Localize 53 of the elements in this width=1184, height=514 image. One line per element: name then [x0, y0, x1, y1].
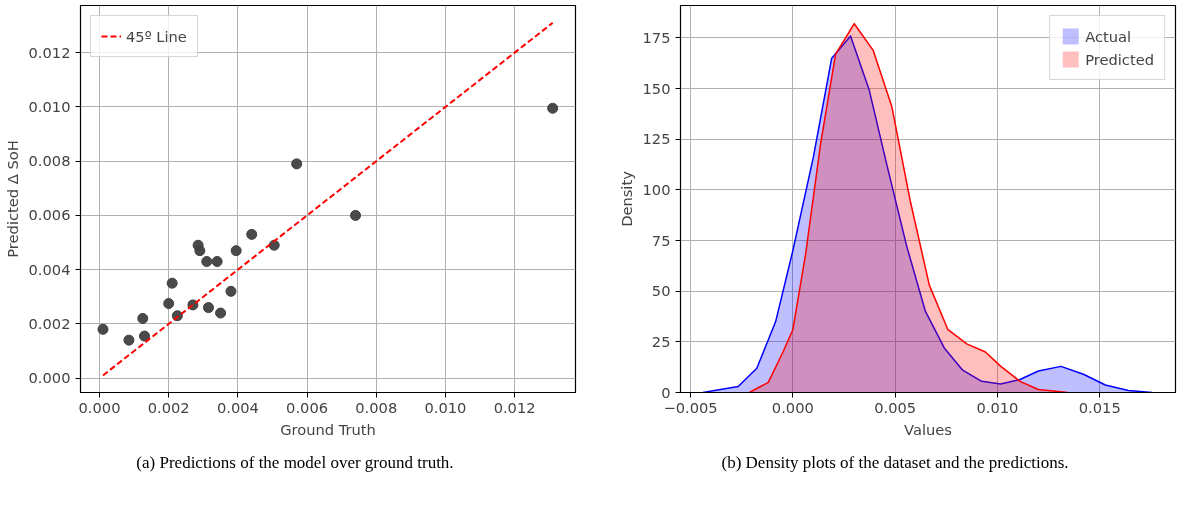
x-tick-label: −0.005 [663, 398, 718, 416]
point [163, 298, 175, 310]
point [97, 323, 109, 335]
x-tick-label: 0.015 [1078, 398, 1121, 416]
x-axis-title: Ground Truth [280, 420, 376, 438]
y-tick-label: 50 [651, 282, 671, 300]
x-tick-label: 0.000 [78, 398, 121, 416]
point [201, 256, 213, 267]
x-tick-label: 0.002 [147, 398, 190, 416]
point [123, 334, 135, 346]
x-tick-label: 0.006 [286, 398, 329, 416]
legend-label: Predicted [1085, 50, 1154, 68]
point [166, 277, 178, 289]
point [137, 312, 149, 324]
y-tick-label: 0.002 [28, 314, 71, 332]
x-tick-label: 0.000 [771, 398, 814, 416]
x-tick-label: 0.010 [976, 398, 1019, 416]
y-tick-label: 0.012 [28, 43, 71, 61]
y-tick-label: 0.006 [28, 206, 71, 224]
point [194, 245, 206, 257]
point [291, 158, 303, 170]
y-axis-title: Density [617, 170, 635, 227]
x-tick-label: 0.005 [874, 398, 917, 416]
y-tick-label: 0 [661, 383, 671, 401]
x-axis-title: Values [904, 420, 952, 438]
y-tick-label: 125 [642, 130, 671, 148]
y-tick-label: 25 [651, 332, 671, 350]
point [246, 228, 258, 240]
y-tick-label: 0.008 [28, 152, 71, 170]
y-tick-label: 0.004 [28, 260, 71, 278]
y-tick-label: 0.010 [28, 97, 71, 115]
x-tick-label: 0.004 [216, 398, 259, 416]
text: (b) Density plots of the dataset and the predictions. [721, 452, 1069, 474]
y-tick-label: 0.000 [28, 369, 71, 387]
y-tick-label: 100 [642, 180, 671, 198]
point [138, 330, 150, 342]
point [230, 245, 242, 257]
x-tick-label: 0.010 [424, 398, 467, 416]
y-axis-title: Predicted Δ SoH [3, 140, 21, 258]
point [547, 102, 559, 114]
point [202, 302, 214, 314]
point [211, 256, 223, 267]
text: (a) Predictions of the model over ground truth. [136, 452, 454, 474]
y-tick-label: 75 [651, 231, 671, 249]
legend-label: Actual [1085, 27, 1132, 45]
point [225, 285, 237, 297]
y-tick-label: 150 [642, 79, 671, 97]
y-tick-label: 175 [642, 28, 671, 46]
point [215, 307, 227, 319]
x-tick-label: 0.012 [493, 398, 536, 416]
x-tick-label: 0.008 [355, 398, 398, 416]
point [350, 209, 361, 221]
legend-label: 45º Line [126, 27, 187, 45]
